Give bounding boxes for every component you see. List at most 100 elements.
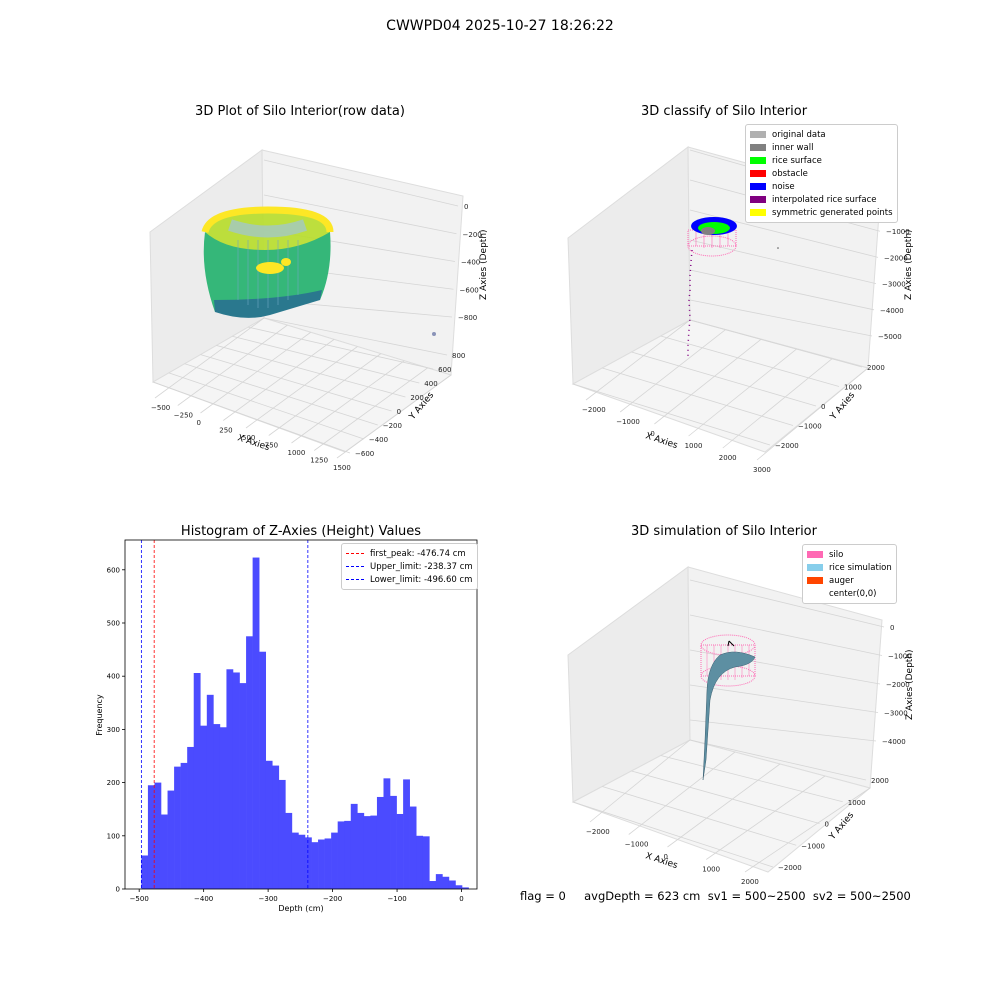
panel1-z-tick: −400 bbox=[461, 259, 480, 267]
legend-entry: obstacle bbox=[750, 167, 893, 180]
histogram-bar bbox=[167, 790, 175, 889]
histogram-bar bbox=[278, 779, 286, 889]
panel4-y-tick: 0 bbox=[825, 821, 829, 829]
panel4-zlabel: Z Axies (Depth) bbox=[905, 649, 915, 720]
histogram-bar bbox=[180, 762, 188, 889]
legend-label: center(0,0) bbox=[829, 588, 877, 599]
panel2-z-tick: −1000 bbox=[886, 228, 910, 236]
panel1-y-tick: −600 bbox=[355, 450, 374, 458]
legend-entry: original data bbox=[750, 128, 893, 141]
panel2-z-tick: −5000 bbox=[878, 333, 902, 341]
panel1-z-tick: −200 bbox=[463, 231, 482, 239]
panel3-legend: first_peak: -476.74 cm Upper_limit: -238.… bbox=[341, 543, 478, 590]
legend-label: obstacle bbox=[772, 168, 808, 179]
histogram-bar bbox=[154, 782, 162, 889]
legend-entry: first_peak: -476.74 cm bbox=[346, 547, 473, 560]
histogram-bar bbox=[298, 834, 306, 889]
histogram-bar bbox=[187, 746, 195, 889]
panel2-x-tick: 1000 bbox=[685, 442, 703, 450]
legend-swatch bbox=[807, 551, 823, 558]
histogram-bar bbox=[390, 795, 397, 889]
legend-entry: silo bbox=[807, 548, 892, 561]
legend-line bbox=[346, 579, 364, 580]
panel1-y-tick: 600 bbox=[438, 366, 451, 374]
histogram-bar bbox=[259, 651, 267, 889]
panel2-title: 3D classify of Silo Interior bbox=[640, 104, 808, 119]
legend-swatch bbox=[750, 209, 766, 216]
panel2-classified-points bbox=[687, 217, 779, 356]
legend-label: Upper_limit: -238.37 cm bbox=[370, 561, 473, 572]
histogram-bar bbox=[422, 836, 430, 889]
panel1-x-tick: −500 bbox=[151, 404, 170, 412]
panel3-xlabel: Depth (cm) bbox=[278, 904, 323, 913]
panel2-x-tick: −1000 bbox=[616, 418, 640, 426]
histogram-bar bbox=[291, 832, 299, 889]
panel1-y-tick: −400 bbox=[369, 436, 388, 444]
panel2-y-tick: −2000 bbox=[775, 442, 799, 450]
panel1-z-tick: 0 bbox=[464, 203, 468, 211]
histogram-bar bbox=[324, 838, 332, 889]
histogram-bar bbox=[174, 766, 181, 889]
legend-swatch bbox=[750, 144, 766, 151]
panel2-x-tick: 0 bbox=[650, 430, 654, 438]
panel4-z-tick: −1000 bbox=[888, 653, 912, 661]
legend-entry: noise bbox=[750, 180, 893, 193]
legend-swatch bbox=[750, 170, 766, 177]
histogram-bar bbox=[239, 683, 247, 889]
histogram-bar bbox=[370, 815, 378, 889]
legend-label: original data bbox=[772, 129, 826, 140]
panel2-y-tick: 1000 bbox=[844, 384, 862, 392]
panel1-title: 3D Plot of Silo Interior(row data) bbox=[195, 104, 405, 119]
panel4-x-tick: −2000 bbox=[586, 828, 610, 836]
panel1-x-tick: −250 bbox=[174, 412, 193, 420]
histogram-bar bbox=[147, 785, 155, 889]
panel1-x-tick: 1500 bbox=[333, 464, 351, 472]
y-tick-label: 300 bbox=[107, 726, 120, 734]
panel1-y-tick: −200 bbox=[383, 422, 402, 430]
panel1-z-tick: −800 bbox=[458, 314, 477, 322]
panel3-title: Histogram of Z-Axies (Height) Values bbox=[180, 524, 422, 539]
panel2-z-tick: −4000 bbox=[880, 307, 904, 315]
y-tick-label: 600 bbox=[107, 566, 120, 574]
histogram-bar bbox=[429, 881, 437, 889]
panel4-legend: silo rice simulation auger center(0,0) bbox=[802, 544, 897, 604]
legend-entry: center(0,0) bbox=[807, 587, 892, 600]
panel1-x-tick: 1000 bbox=[288, 449, 306, 457]
legend-entry: symmetric generated points bbox=[750, 206, 893, 219]
legend-swatch bbox=[750, 157, 766, 164]
panel4-z-tick: −4000 bbox=[882, 738, 906, 746]
x-tick-label: −200 bbox=[323, 895, 342, 903]
histogram-bar bbox=[442, 876, 450, 889]
x-tick-label: −300 bbox=[259, 895, 278, 903]
histogram-bar bbox=[376, 796, 384, 889]
legend-label: silo bbox=[829, 549, 844, 560]
y-tick-label: 200 bbox=[107, 779, 120, 787]
histogram-bar bbox=[141, 855, 149, 889]
panel1-x-tick: 500 bbox=[242, 434, 255, 442]
panel1-x-tick: 750 bbox=[265, 442, 278, 450]
panel1-x-tick: 250 bbox=[219, 427, 232, 435]
panel4-z-tick: 0 bbox=[890, 624, 894, 632]
histogram-bar bbox=[265, 760, 273, 889]
legend-label: first_peak: -476.74 cm bbox=[370, 548, 466, 559]
histogram-bar bbox=[311, 842, 319, 889]
histogram-bar bbox=[409, 806, 417, 889]
panel2-y-tick: 0 bbox=[821, 403, 825, 411]
panel4-z-tick: −3000 bbox=[884, 710, 908, 718]
histogram-bar bbox=[246, 636, 253, 889]
legend-entry: auger bbox=[807, 574, 892, 587]
panel2-y-tick: 2000 bbox=[867, 364, 885, 372]
panel3-ylabel: Frequency bbox=[95, 694, 104, 736]
panel1-x-tick: 1250 bbox=[310, 457, 328, 465]
panel4-y-tick: −1000 bbox=[801, 842, 825, 850]
legend-label: rice simulation bbox=[829, 562, 892, 573]
y-tick-label: 400 bbox=[107, 673, 120, 681]
histogram-bar bbox=[206, 694, 214, 889]
histogram-bar bbox=[344, 820, 352, 889]
legend-entry: rice surface bbox=[750, 154, 893, 167]
status-footer: flag = 0 avgDepth = 623 cm sv1 = 500~250… bbox=[520, 889, 911, 903]
legend-swatch bbox=[807, 577, 823, 584]
panel4-y-tick: 1000 bbox=[848, 799, 866, 807]
legend-entry: rice simulation bbox=[807, 561, 892, 574]
